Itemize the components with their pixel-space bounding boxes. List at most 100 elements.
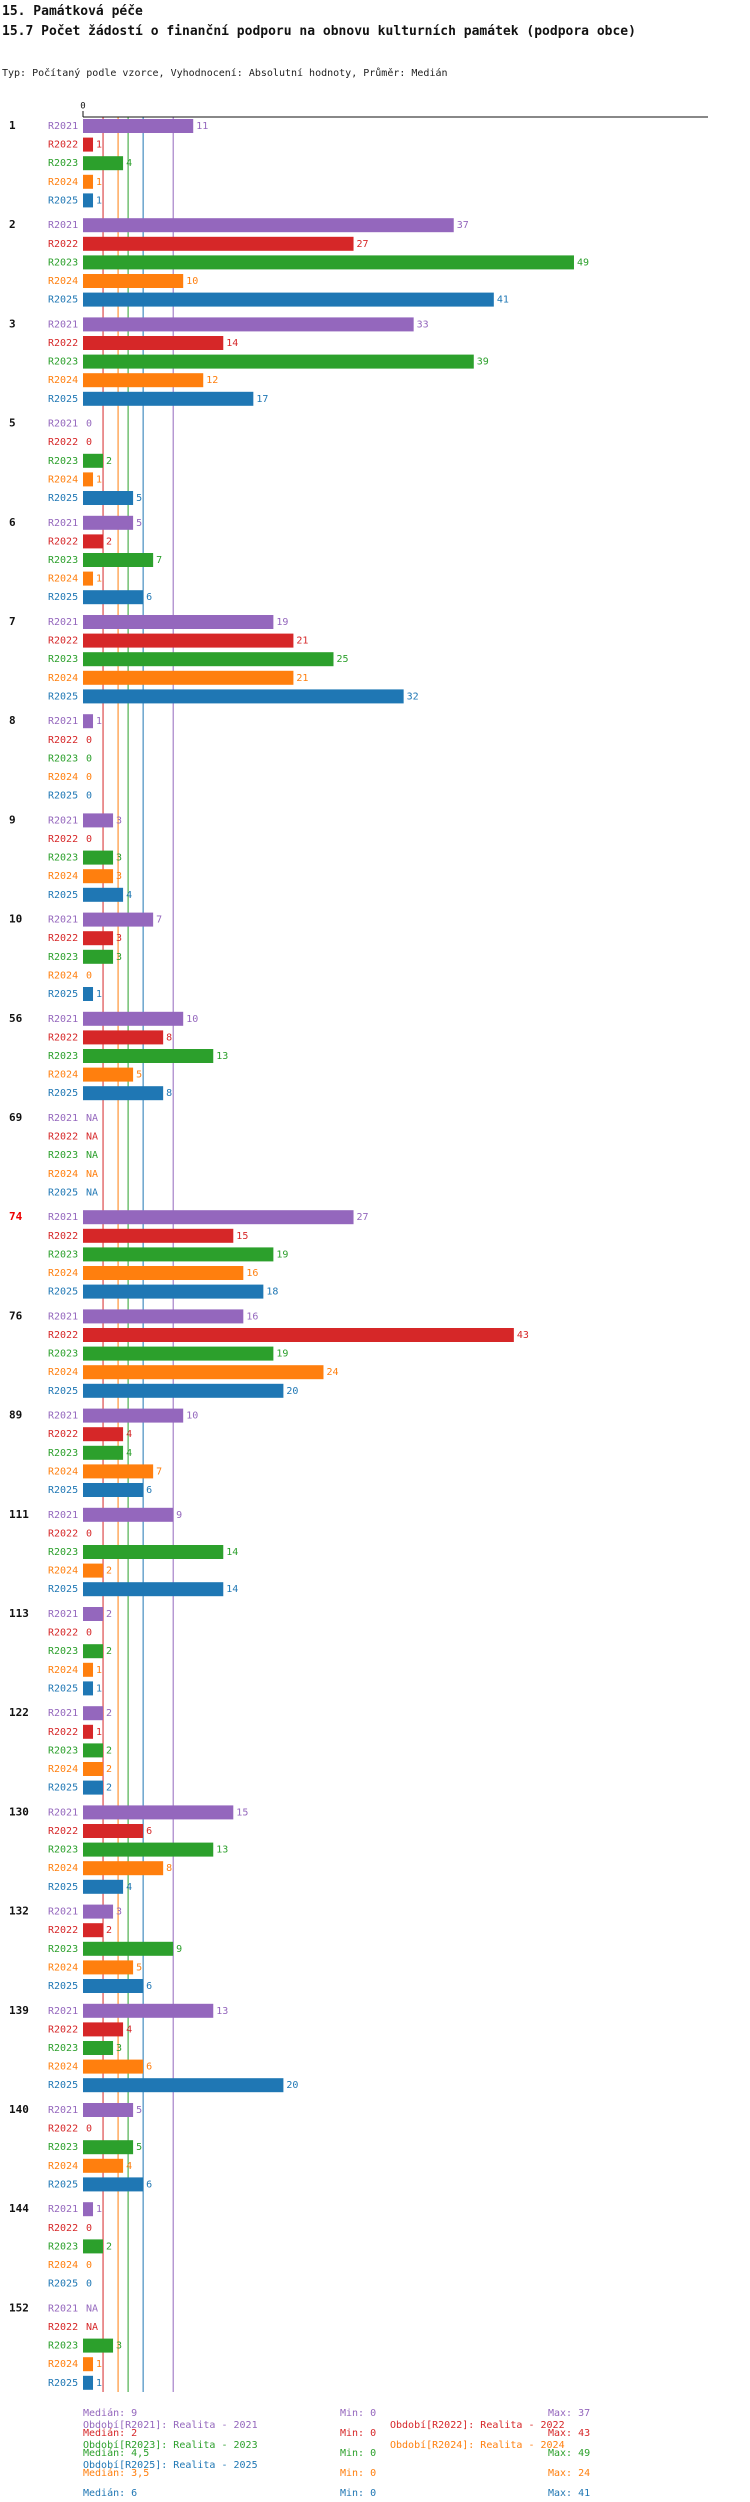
- value-label: NA: [86, 1132, 98, 1143]
- group-label: 132: [9, 1905, 29, 1918]
- value-label: 0: [86, 1628, 92, 1639]
- bar: [83, 850, 114, 865]
- value-label: 18: [266, 1287, 278, 1298]
- bar: [83, 274, 184, 288]
- group-label: 1: [9, 119, 16, 132]
- value-label: 10: [186, 1411, 198, 1422]
- legend-entry-r2025: Období[R2025]: Realita - 2025: [83, 2459, 258, 2471]
- value-label: 3: [116, 853, 122, 864]
- series-label: R2024: [48, 1268, 78, 1279]
- value-label: 5: [136, 1962, 142, 1973]
- value-label: 0: [86, 753, 92, 764]
- series-label: R2022: [48, 338, 78, 349]
- value-label: 10: [186, 1014, 198, 1025]
- group-label: 144: [9, 2202, 29, 2215]
- series-label: R2023: [48, 456, 78, 467]
- bar: [83, 515, 134, 530]
- series-label: R2023: [48, 2142, 78, 2153]
- series-label: R2024: [48, 1566, 78, 1577]
- series-label: R2022: [48, 834, 78, 845]
- value-label: 14: [226, 1584, 238, 1595]
- section-title: 15. Památková péče: [2, 4, 143, 19]
- series-label: R2022: [48, 1925, 78, 1936]
- stat-max: Max: 43: [548, 2428, 590, 2439]
- value-label: 2: [106, 1745, 112, 1756]
- bar: [83, 1545, 224, 1559]
- group-label: 10: [9, 913, 22, 926]
- series-label: R2021: [48, 2204, 78, 2215]
- bar: [83, 1644, 104, 1659]
- value-label: 6: [146, 1485, 152, 1496]
- value-label: 13: [216, 1051, 228, 1062]
- bar: [83, 354, 474, 369]
- series-label: R2022: [48, 735, 78, 746]
- bar: [83, 1979, 144, 1993]
- series-label: R2024: [48, 673, 78, 684]
- series-label: R2021: [48, 617, 78, 628]
- value-label: 0: [86, 970, 92, 981]
- group-label: 76: [9, 1309, 23, 1322]
- bar: [83, 1266, 244, 1280]
- value-label: 9: [176, 1510, 182, 1521]
- bar: [83, 1210, 354, 1225]
- group-label: 9: [9, 813, 16, 826]
- value-label: 3: [116, 933, 122, 944]
- bar: [83, 1445, 124, 1460]
- bar: [83, 912, 154, 927]
- value-label: 0: [86, 834, 92, 845]
- group-label: 3: [9, 317, 16, 330]
- value-label: 1: [96, 2204, 102, 2215]
- series-label: R2022: [48, 2322, 78, 2333]
- value-label: 7: [156, 915, 162, 926]
- series-label: R2022: [48, 140, 78, 151]
- stat-min: Min: 0: [340, 2488, 376, 2499]
- series-label: R2021: [48, 716, 78, 727]
- value-label: NA: [86, 1113, 98, 1124]
- series-label: R2021: [48, 518, 78, 529]
- value-label: 15: [236, 1807, 248, 1818]
- value-label: 14: [226, 338, 238, 349]
- bar: [83, 156, 124, 171]
- series-label: R2023: [48, 654, 78, 665]
- value-label: 43: [517, 1330, 529, 1341]
- value-label: 33: [417, 319, 429, 330]
- bar: [83, 1427, 124, 1442]
- bar: [83, 689, 404, 704]
- value-label: 6: [146, 1826, 152, 1837]
- series-label: R2024: [48, 474, 78, 485]
- stat-min: Min: 0: [340, 2448, 376, 2459]
- group-label: 69: [9, 1111, 22, 1124]
- legend-entry-r2022: Období[R2022]: Realita - 2022: [390, 2419, 565, 2431]
- bar: [83, 2041, 114, 2055]
- series-label: R2021: [48, 1609, 78, 1620]
- bar: [83, 553, 154, 567]
- series-label: R2025: [48, 295, 78, 306]
- series-label: R2021: [48, 815, 78, 826]
- series-label: R2022: [48, 1628, 78, 1639]
- series-label: R2025: [48, 592, 78, 603]
- value-label: 3: [116, 2043, 122, 2054]
- group-label: 8: [9, 714, 16, 727]
- bar: [83, 1228, 234, 1243]
- value-label: 2: [106, 1925, 112, 1936]
- value-label: 3: [116, 871, 122, 882]
- value-label: 1: [96, 195, 102, 206]
- series-label: R2023: [48, 2241, 78, 2252]
- bar: [83, 1507, 174, 1522]
- value-label: 20: [286, 1386, 298, 1397]
- group-label: 7: [9, 615, 16, 628]
- bar: [83, 193, 94, 208]
- value-label: 0: [86, 735, 92, 746]
- value-label: 2: [106, 1646, 112, 1657]
- series-label: R2024: [48, 772, 78, 783]
- bar: [83, 1681, 94, 1696]
- bar: [83, 1824, 144, 1838]
- bar: [83, 2003, 214, 2018]
- legend-entry-r2021: Období[R2021]: Realita - 2021: [83, 2419, 258, 2431]
- value-label: 24: [326, 1367, 338, 1378]
- value-label: 1: [96, 474, 102, 485]
- bar: [83, 1762, 104, 1776]
- value-label: 1: [96, 1665, 102, 1676]
- bar: [83, 1309, 244, 1324]
- series-label: R2025: [48, 195, 78, 206]
